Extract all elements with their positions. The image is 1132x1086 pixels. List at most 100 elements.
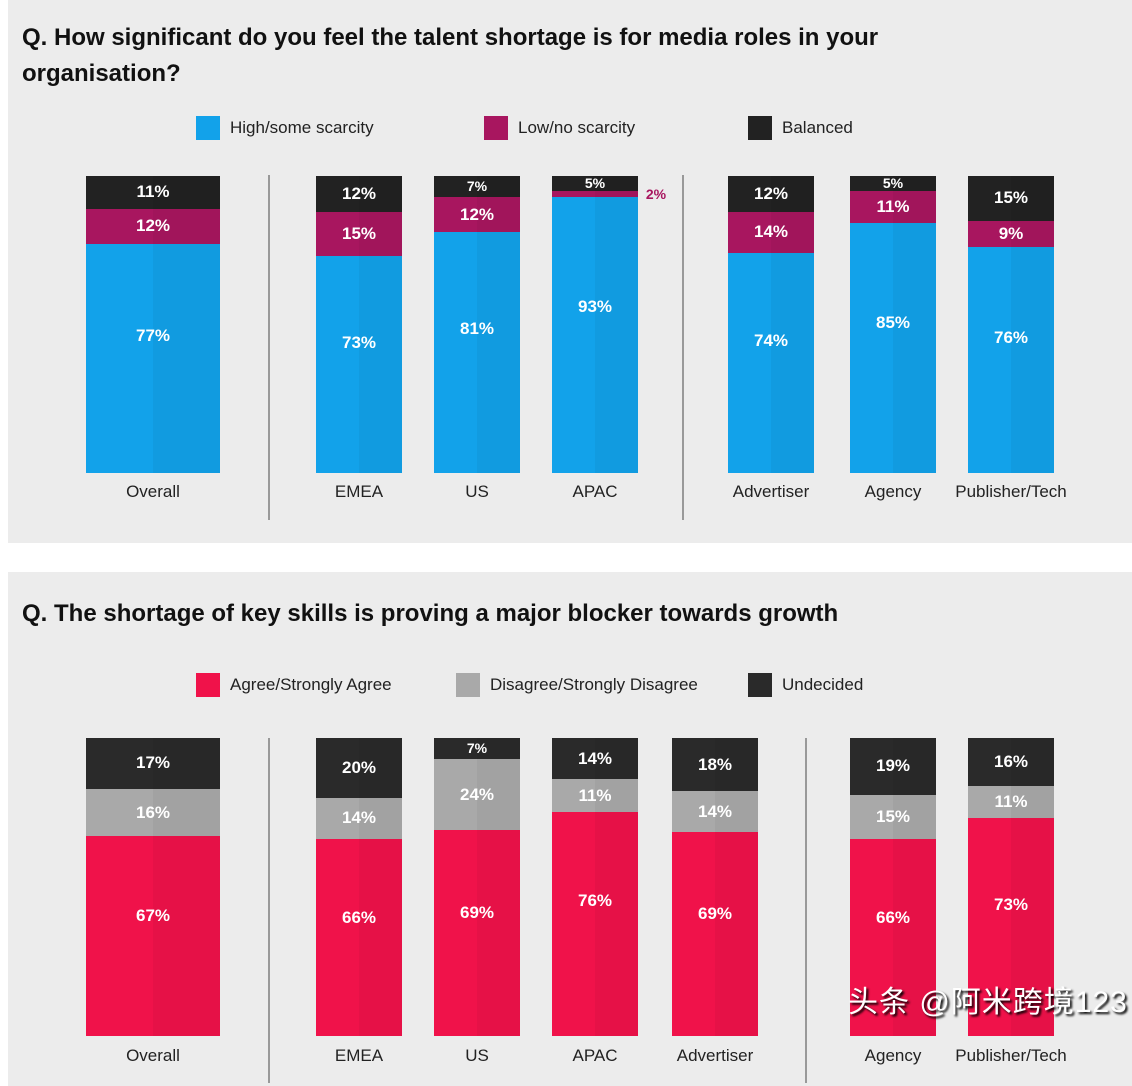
data-label: 15% — [993, 188, 1029, 208]
bar-segment — [552, 190, 638, 197]
data-label: 69% — [697, 903, 733, 923]
data-label: 66% — [341, 907, 377, 927]
legend-label: Disagree/Strongly Disagree — [490, 675, 698, 694]
data-label: 11% — [136, 182, 170, 202]
legend-label: Agree/Strongly Agree — [230, 675, 392, 694]
data-label: 12% — [753, 183, 789, 203]
data-label: 12% — [459, 204, 495, 224]
data-label: 93% — [577, 297, 613, 317]
group-separator — [805, 738, 807, 1083]
data-label: 85% — [875, 313, 911, 333]
category-label: Agency — [864, 1046, 922, 1065]
bar-segment — [728, 176, 814, 212]
data-label: 7% — [466, 178, 488, 195]
bar-segment — [672, 738, 758, 792]
stacked-bar — [728, 176, 814, 473]
stacked-bar — [552, 176, 638, 474]
data-label: 74% — [753, 331, 789, 351]
bar-segment — [968, 247, 1054, 473]
group-separator — [682, 175, 684, 520]
data-label: 14% — [753, 222, 789, 242]
data-label: 11% — [876, 196, 910, 216]
stacked-bar — [850, 176, 936, 473]
bar-segment — [316, 738, 402, 798]
stacked-bar — [850, 738, 936, 1036]
data-label: 12% — [341, 183, 377, 203]
bar-segment — [552, 196, 638, 474]
bar-segment — [850, 190, 936, 224]
data-label: 19% — [875, 756, 911, 776]
data-label: 14% — [577, 748, 613, 768]
bar-segment — [86, 208, 220, 245]
stacked-bar — [316, 738, 402, 1036]
bar-segment — [316, 176, 402, 212]
stacked-bar — [86, 738, 220, 1036]
group-separator — [268, 175, 270, 520]
bar-segment — [552, 811, 638, 1037]
bar-segment — [728, 211, 814, 254]
legend-item: Undecided — [748, 673, 863, 697]
data-label: 9% — [998, 223, 1024, 243]
bar-segment — [316, 839, 402, 1036]
stacked-bar — [968, 738, 1054, 1036]
data-label: 77% — [135, 325, 171, 345]
legend-swatch — [484, 116, 508, 140]
bar-segment — [86, 176, 220, 209]
stacked-bar — [316, 176, 402, 473]
category-label: Agency — [864, 482, 922, 501]
bar-segment — [316, 797, 402, 840]
bar-segment — [86, 788, 220, 837]
stacked-bar — [672, 738, 758, 1036]
bar-segment — [86, 738, 220, 789]
stacked-bar — [968, 176, 1054, 473]
data-label: 16% — [135, 802, 171, 822]
bar-segment — [850, 223, 936, 473]
bar-segment — [728, 253, 814, 473]
bar-segment — [968, 738, 1054, 786]
bar-segment — [434, 758, 520, 831]
bar-segment — [850, 176, 936, 191]
category-label: Overall — [126, 482, 180, 501]
data-label: 66% — [875, 907, 911, 927]
bar-segment — [434, 176, 520, 197]
watermark: 头条 @阿米跨境123 — [848, 986, 1128, 1019]
category-label: EMEA — [334, 482, 384, 501]
bar-segment — [86, 244, 220, 473]
category-label: APAC — [572, 482, 618, 501]
bar-segment — [434, 738, 520, 759]
data-label: 5% — [882, 175, 904, 192]
legend-item: Balanced — [748, 116, 853, 140]
data-label: 14% — [697, 801, 733, 821]
bar-segment — [968, 818, 1054, 1036]
data-label: 73% — [341, 332, 377, 352]
group-separator — [268, 738, 270, 1083]
bar-segment — [968, 785, 1054, 819]
data-label: 17% — [135, 753, 171, 773]
category-label: APAC — [572, 1046, 618, 1065]
bar-segment — [316, 256, 402, 473]
data-label: 7% — [466, 740, 488, 757]
bar-segment — [552, 176, 638, 191]
category-label: US — [465, 482, 489, 501]
data-label: 24% — [459, 784, 495, 804]
data-label: 20% — [341, 757, 377, 777]
category-label: Advertiser — [676, 1046, 754, 1065]
stacked-bar — [86, 176, 220, 473]
legend-swatch — [196, 673, 220, 697]
data-label: 69% — [459, 902, 495, 922]
chart-title-1: Q. How significant do you feel the talen… — [22, 24, 879, 87]
data-label: 15% — [875, 806, 911, 826]
data-label: 76% — [993, 327, 1029, 347]
bar-segment — [316, 211, 402, 257]
category-label: Overall — [126, 1046, 180, 1065]
data-label: 67% — [135, 906, 171, 926]
data-label: 2% — [645, 185, 667, 202]
bar-segment — [850, 794, 936, 840]
data-label: 18% — [697, 754, 733, 774]
bar-segment — [968, 176, 1054, 221]
chart-title-2: Q. The shortage of key skills is proving… — [22, 600, 839, 627]
legend-label: Balanced — [782, 118, 853, 137]
data-label: 14% — [341, 808, 377, 828]
bar-segment — [672, 832, 758, 1036]
legend-label: Undecided — [782, 675, 864, 694]
